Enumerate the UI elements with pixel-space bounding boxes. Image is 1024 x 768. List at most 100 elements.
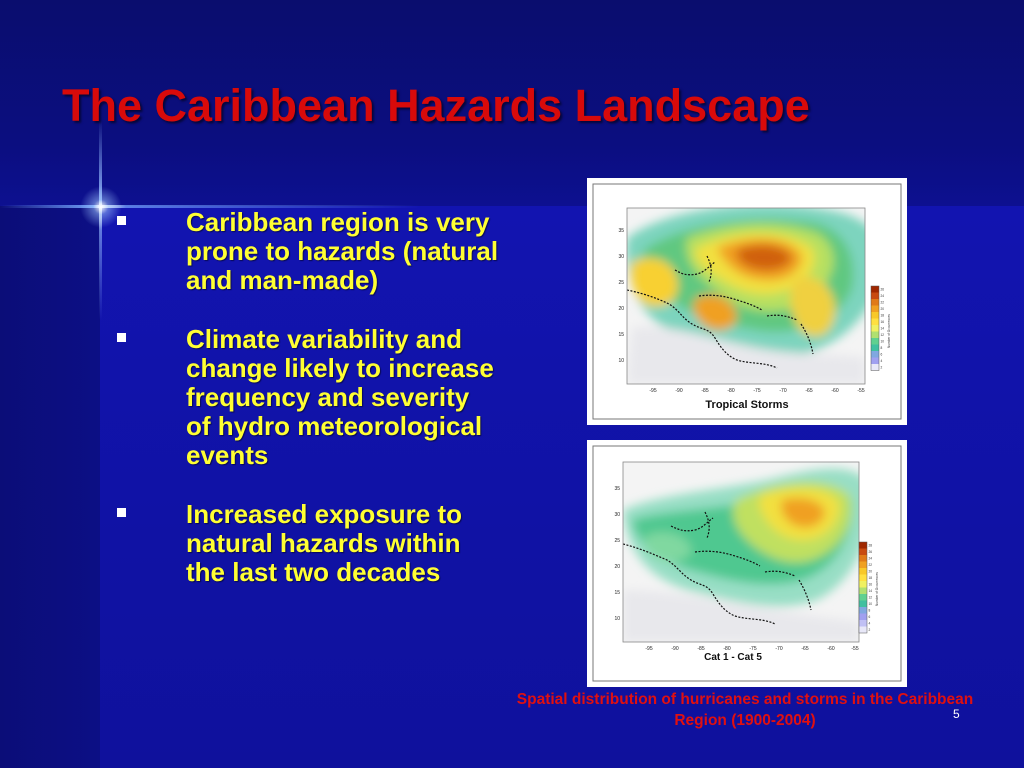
legend-swatch bbox=[859, 561, 867, 568]
legend-value-label: 4 bbox=[881, 359, 883, 363]
legend-swatch bbox=[871, 357, 879, 364]
bullet-square-icon bbox=[117, 333, 126, 342]
x-tick-label: -95 bbox=[645, 646, 652, 652]
legend-value-label: 16 bbox=[869, 583, 873, 587]
x-tick-label: -65 bbox=[805, 388, 812, 394]
legend-value-label: 6 bbox=[869, 615, 871, 619]
bullet-text: Climate variability and change likely to… bbox=[186, 324, 494, 470]
x-tick-label: -75 bbox=[749, 646, 756, 652]
legend-value-label: 26 bbox=[869, 550, 873, 554]
y-tick-label: 30 bbox=[614, 512, 620, 518]
legend-swatch bbox=[871, 292, 879, 299]
x-tick-label: -70 bbox=[779, 388, 786, 394]
legend-swatch bbox=[871, 338, 879, 345]
y-tick-label: 35 bbox=[618, 228, 624, 234]
legend-swatch bbox=[859, 568, 867, 575]
x-tick-label: -95 bbox=[649, 388, 656, 394]
page-number: 5 bbox=[953, 707, 960, 721]
slide-title: The Caribbean Hazards Landscape bbox=[62, 80, 810, 131]
y-tick-label: 20 bbox=[618, 306, 624, 312]
map-label: Cat 1 - Cat 5 bbox=[704, 652, 762, 663]
legend-swatch bbox=[871, 351, 879, 358]
bullet-square-icon bbox=[117, 508, 126, 517]
x-tick-label: -55 bbox=[851, 646, 858, 652]
legend-value-label: 22 bbox=[869, 563, 873, 567]
x-tick-label: -70 bbox=[775, 646, 782, 652]
y-tick-label: 35 bbox=[614, 486, 620, 492]
legend-value-label: 20 bbox=[869, 570, 873, 574]
tropical-storms-map: 35 30 25 20 15 10 -95 -90 -85 -80 -75 -7… bbox=[587, 178, 907, 425]
y-tick-label: 20 bbox=[614, 564, 620, 570]
legend-swatch bbox=[859, 587, 867, 594]
map-label: Tropical Storms bbox=[705, 399, 788, 411]
legend-value-label: 2 bbox=[881, 366, 883, 370]
x-tick-label: -90 bbox=[671, 646, 678, 652]
color-legend: 26 24 22 20 18 16 14 12 10 8 6 4 2 Numbe… bbox=[870, 285, 891, 371]
legend-value-label: 26 bbox=[881, 288, 885, 292]
legend-swatch bbox=[871, 364, 879, 371]
y-tick-label: 10 bbox=[618, 358, 624, 364]
legend-value-label: 6 bbox=[881, 353, 883, 357]
legend-swatch bbox=[859, 555, 867, 562]
y-tick-label: 25 bbox=[618, 280, 624, 286]
legend-swatch bbox=[871, 286, 879, 293]
x-tick-label: -60 bbox=[827, 646, 834, 652]
x-tick-label: -60 bbox=[831, 388, 838, 394]
legend-value-label: 24 bbox=[869, 557, 873, 561]
x-tick-label: -85 bbox=[697, 646, 704, 652]
legend-value-label: 12 bbox=[881, 333, 885, 337]
legend-value-label: 28 bbox=[869, 544, 873, 548]
x-tick-label: -55 bbox=[857, 388, 864, 394]
legend-swatch bbox=[859, 613, 867, 620]
y-tick-label: 30 bbox=[618, 254, 624, 260]
x-tick-label: -75 bbox=[753, 388, 760, 394]
legend-value-label: 14 bbox=[869, 589, 873, 593]
legend-value-label: 10 bbox=[881, 340, 885, 344]
legend-value-label: 8 bbox=[881, 346, 883, 350]
legend-value-label: 18 bbox=[869, 576, 873, 580]
bullet-text: Caribbean region is very prone to hazard… bbox=[186, 207, 499, 295]
legend-swatch bbox=[871, 305, 879, 312]
legend-value-label: 24 bbox=[881, 294, 885, 298]
x-tick-label: -80 bbox=[723, 646, 730, 652]
legend-value-label: 2 bbox=[869, 628, 871, 632]
legend-title: Number of Occurrences bbox=[875, 572, 879, 606]
legend-swatch bbox=[871, 312, 879, 319]
legend-swatch bbox=[859, 542, 867, 549]
x-tick-label: -65 bbox=[801, 646, 808, 652]
x-tick-label: -85 bbox=[701, 388, 708, 394]
bullet-item: Increased exposure to natural hazards wi… bbox=[110, 500, 500, 587]
y-tick-label: 25 bbox=[614, 538, 620, 544]
y-tick-label: 10 bbox=[614, 616, 620, 622]
header-band bbox=[0, 0, 1024, 206]
legend-swatch bbox=[859, 620, 867, 627]
legend-value-label: 4 bbox=[869, 622, 871, 626]
legend-swatch bbox=[859, 581, 867, 588]
legend-value-label: 10 bbox=[869, 602, 873, 606]
legend-swatch bbox=[859, 626, 867, 633]
bullet-square-icon bbox=[117, 216, 126, 225]
color-legend: 28 26 24 22 20 18 16 14 12 10 8 6 4 2 Nu… bbox=[858, 541, 879, 634]
figure-caption: Spatial distribution of hurricanes and s… bbox=[516, 691, 974, 729]
y-tick-label: 15 bbox=[614, 590, 620, 596]
legend-swatch bbox=[871, 299, 879, 306]
legend-swatch bbox=[859, 574, 867, 581]
x-tick-label: -80 bbox=[727, 388, 734, 394]
lens-flare-horizontal bbox=[0, 205, 420, 208]
lens-flare-glow bbox=[80, 186, 122, 228]
legend-value-label: 20 bbox=[881, 307, 885, 311]
bullet-item: Caribbean region is very prone to hazard… bbox=[110, 208, 500, 295]
x-tick-label: -90 bbox=[675, 388, 682, 394]
legend-swatch bbox=[871, 331, 879, 338]
bullet-item: Climate variability and change likely to… bbox=[110, 325, 500, 470]
legend-value-label: 8 bbox=[869, 609, 871, 613]
legend-swatch bbox=[859, 607, 867, 614]
legend-swatch bbox=[859, 600, 867, 607]
bullet-text: Increased exposure to natural hazards wi… bbox=[186, 499, 462, 587]
bullet-list: Caribbean region is very prone to hazard… bbox=[110, 208, 500, 617]
legend-swatch bbox=[871, 325, 879, 332]
legend-value-label: 12 bbox=[869, 596, 873, 600]
legend-swatch bbox=[871, 344, 879, 351]
left-band bbox=[0, 206, 100, 768]
legend-swatch bbox=[871, 318, 879, 325]
